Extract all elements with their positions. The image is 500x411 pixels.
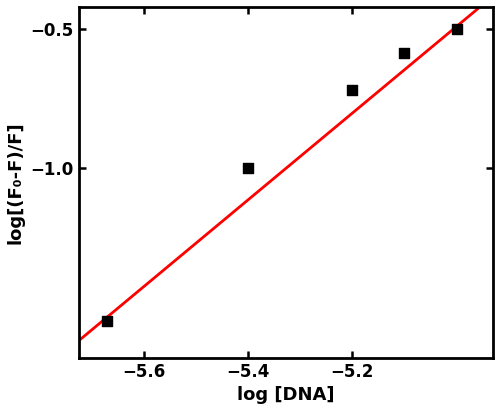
Point bbox=[400, 50, 408, 56]
Point bbox=[244, 165, 252, 172]
Point bbox=[104, 318, 112, 325]
X-axis label: log [DNA]: log [DNA] bbox=[237, 386, 334, 404]
Point bbox=[348, 87, 356, 94]
Point bbox=[452, 26, 460, 32]
Y-axis label: log[(F₀-F)/F]: log[(F₀-F)/F] bbox=[7, 121, 25, 244]
